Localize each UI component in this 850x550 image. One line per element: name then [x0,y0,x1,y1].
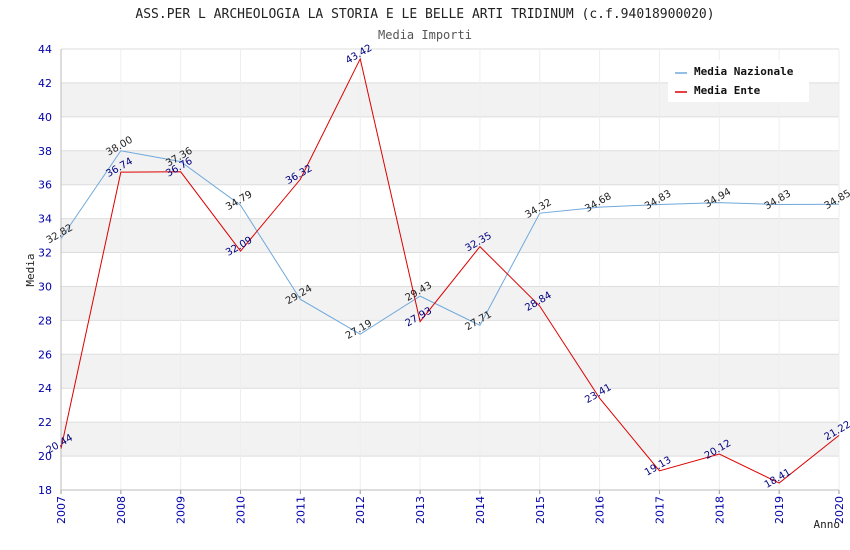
y-tick-label: 34 [38,213,52,226]
x-tick-label: 2011 [294,496,307,524]
chart-subtitle: Media Importi [378,28,472,42]
data-label: 34.79 [224,189,254,213]
plot-band [61,150,839,185]
x-tick-label: 2007 [55,496,68,524]
x-tick-label: 2019 [773,496,786,524]
data-label: 18.41 [763,467,793,491]
x-tick-label: 2014 [474,496,487,524]
y-tick-label: 42 [38,77,52,90]
y-tick-label: 32 [38,247,52,260]
legend-box [668,60,809,102]
plot-band [61,422,839,457]
series-line-media-ente [60,57,840,484]
y-tick-label: 20 [38,450,52,463]
y-tick-label: 38 [38,145,52,158]
data-label: 34.94 [703,187,733,211]
x-tick-label: 2018 [713,496,726,524]
y-tick-label: 18 [38,484,52,497]
legend-label-media-ente: Media Ente [694,84,761,97]
x-tick-label: 2013 [414,496,427,524]
data-label: 27.19 [344,318,374,342]
y-tick-label: 24 [38,382,52,395]
chart-title: ASS.PER L ARCHEOLOGIA LA STORIA E LE BEL… [135,7,714,22]
data-label: 43.42 [344,43,374,67]
y-tick-label: 44 [38,43,52,56]
y-axis-label: Media [24,253,37,286]
plot-band [61,218,839,253]
axes [60,49,840,494]
y-tick-label: 28 [38,314,52,327]
x-tick-label: 2016 [594,496,607,524]
legend: Media Nazionale Media Ente [668,60,809,102]
plot-band [61,354,839,389]
series-lines [60,57,840,484]
data-label: 34.68 [583,191,613,215]
x-tick-label: 2012 [354,496,367,524]
x-tick-label: 2015 [534,496,547,524]
plot-band [61,286,839,321]
y-tick-labels: 18 20 22 24 26 28 30 32 34 36 38 40 42 44 [38,43,52,497]
y-tick-label: 22 [38,416,52,429]
plot-background-bands [61,82,839,457]
x-tick-label: 2020 [833,496,846,524]
data-label: 19.13 [643,455,673,479]
x-axis-label: Anno [814,518,841,531]
y-tick-label: 40 [38,111,52,124]
data-label: 34.83 [643,188,673,212]
series-line-media-nazionale [60,150,840,335]
data-label: 34.32 [523,197,553,221]
x-tick-labels: 2007 2008 2009 2010 2011 2012 2013 2014 2015 2016… [55,496,846,524]
x-tick-label: 2008 [115,496,128,524]
data-label: 34.83 [763,188,793,212]
data-label: 34.85 [823,188,850,212]
legend-label-media-nazionale: Media Nazionale [694,65,794,78]
x-tick-label: 2009 [175,496,188,524]
y-tick-label: 26 [38,348,52,361]
x-tick-label: 2017 [653,496,666,524]
y-tick-label: 36 [38,179,52,192]
y-tick-label: 30 [38,280,52,293]
x-tick-label: 2010 [235,496,248,524]
